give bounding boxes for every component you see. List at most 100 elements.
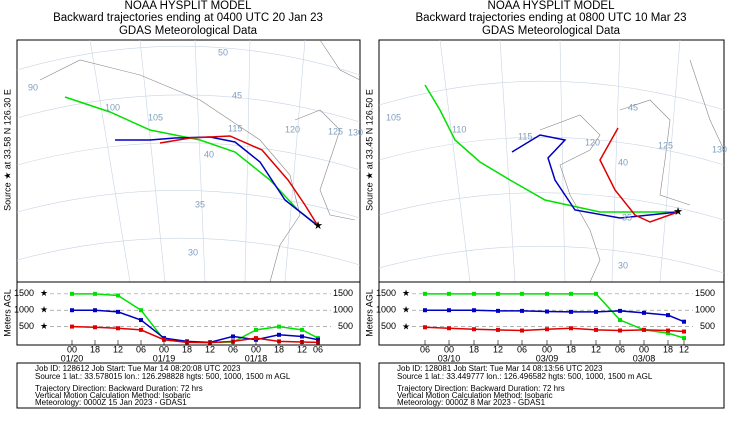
y-tick-label: 1500 bbox=[376, 288, 396, 298]
x-tick-label: 00 bbox=[542, 344, 552, 354]
map-label: 130 bbox=[712, 144, 727, 154]
footer-line: Job ID: 128081 Job Start: Tue Mar 14 08:… bbox=[397, 364, 603, 373]
height-point bbox=[93, 308, 97, 313]
y-tick-label: 1500 bbox=[695, 288, 715, 298]
y-tick-label: 1500 bbox=[14, 288, 34, 298]
x-tick-label: 12 bbox=[493, 344, 503, 354]
coastline bbox=[539, 59, 725, 283]
x-tick-label: 18 bbox=[274, 344, 284, 354]
map-label: 40 bbox=[204, 149, 214, 159]
map-label: 105 bbox=[386, 112, 401, 122]
height-point bbox=[139, 318, 143, 323]
height-point bbox=[642, 310, 646, 315]
coastline bbox=[39, 39, 361, 283]
x-tick-label: 18 bbox=[90, 344, 100, 354]
height-point bbox=[642, 327, 646, 332]
y-tick-label: 500 bbox=[381, 321, 396, 331]
height-line bbox=[425, 309, 685, 323]
footer-line: Source 1 lat.: 33.449777 lon.: 126.49658… bbox=[397, 372, 653, 381]
x-tick-label: 00 bbox=[67, 344, 77, 354]
height-point bbox=[666, 331, 670, 336]
height-point bbox=[682, 336, 686, 341]
source-label: Source ★ at 33.45 N 126.50 E bbox=[364, 89, 374, 211]
subtitle: Backward trajectories ending at 0800 UTC… bbox=[415, 12, 686, 24]
subtitle: Backward trajectories ending at 0400 UTC… bbox=[53, 12, 323, 24]
x-tick-label: 12 bbox=[679, 344, 689, 354]
x-tick-label: 12 bbox=[205, 344, 215, 354]
height-point bbox=[618, 328, 622, 333]
footer-line: Vertical Motion Calculation Method: Isob… bbox=[35, 391, 191, 400]
map-label: 105 bbox=[148, 112, 163, 122]
height-point bbox=[472, 327, 476, 332]
y-tick-label: 1000 bbox=[376, 305, 396, 315]
footer-frame bbox=[378, 362, 725, 409]
map-frame bbox=[378, 39, 725, 283]
x-tick-label: 12 bbox=[113, 344, 123, 354]
graticule bbox=[378, 39, 725, 283]
trajectory bbox=[115, 136, 319, 227]
date-label: 01/20 bbox=[61, 353, 84, 363]
height-point bbox=[472, 308, 476, 313]
footer-line: Job ID: 128612 Job Start: Tue Mar 14 08:… bbox=[35, 364, 241, 373]
height-point bbox=[666, 328, 670, 333]
start-star: ★ bbox=[40, 305, 48, 315]
map-label: 35 bbox=[622, 212, 632, 222]
height-line bbox=[424, 326, 685, 333]
footer-line: Trajectory Direction: Backward Duration:… bbox=[397, 384, 565, 393]
height-point bbox=[496, 308, 500, 313]
map-label: 45 bbox=[628, 102, 638, 112]
x-tick-label: 06 bbox=[228, 344, 238, 354]
x-tick-label: 18 bbox=[566, 344, 576, 354]
heights-frame bbox=[378, 281, 725, 346]
footer-line: Trajectory Direction: Backward Duration:… bbox=[35, 384, 203, 393]
trajectory bbox=[64, 96, 319, 227]
height-point bbox=[93, 325, 97, 330]
date-label: 01/18 bbox=[245, 353, 268, 363]
height-point bbox=[300, 327, 304, 332]
height-point bbox=[545, 291, 549, 296]
start-star: ★ bbox=[40, 321, 48, 331]
height-point bbox=[70, 324, 74, 329]
footer-line: Meteorology: 0000Z 15 Jan 2023 - GDAS1 bbox=[35, 398, 187, 407]
date-label: 01/19 bbox=[153, 353, 176, 363]
height-point bbox=[496, 291, 500, 296]
map-right: ★ bbox=[378, 39, 725, 283]
map-left: ★ bbox=[16, 39, 361, 283]
height-point bbox=[545, 327, 549, 332]
height-point bbox=[277, 324, 281, 329]
map-label: 35 bbox=[195, 199, 205, 209]
height-point bbox=[594, 291, 598, 296]
height-point bbox=[231, 334, 235, 339]
y-tick-label: 500 bbox=[700, 321, 715, 331]
height-point bbox=[569, 291, 573, 296]
y-axis-label: Meters AGL bbox=[364, 289, 374, 337]
x-tick-label: 00 bbox=[639, 344, 649, 354]
map-label: 30 bbox=[618, 260, 628, 270]
start-star: ★ bbox=[402, 288, 410, 298]
height-point bbox=[162, 337, 166, 342]
height-point bbox=[316, 337, 320, 342]
title: NOAA HYSPLIT MODEL bbox=[125, 0, 253, 12]
start-star: ★ bbox=[402, 322, 410, 332]
y-tick-label: 500 bbox=[19, 321, 34, 331]
height-point bbox=[618, 318, 622, 323]
x-tick-label: 06 bbox=[136, 344, 146, 354]
start-star: ★ bbox=[402, 305, 410, 315]
map-label: 45 bbox=[232, 90, 242, 100]
date-label: 03/10 bbox=[438, 353, 461, 363]
map-label: 40 bbox=[618, 157, 628, 167]
footer-line: Meteorology: 0000Z 8 Mar 2023 - GDAS1 bbox=[397, 398, 546, 407]
footer-line: Source 1 lat.: 33.578015 lon.: 126.29882… bbox=[35, 372, 291, 381]
map-label: 120 bbox=[285, 124, 300, 134]
date-label: 03/09 bbox=[536, 353, 559, 363]
meteo: GDAS Meteorological Data bbox=[482, 25, 621, 37]
footer-frame bbox=[16, 362, 361, 409]
height-point bbox=[423, 325, 427, 330]
height-point bbox=[139, 327, 143, 332]
height-point bbox=[682, 329, 686, 334]
map-label: 90 bbox=[28, 82, 38, 92]
map-label: 115 bbox=[228, 123, 242, 133]
map-label: 115 bbox=[518, 131, 532, 141]
trajectory bbox=[511, 134, 679, 219]
